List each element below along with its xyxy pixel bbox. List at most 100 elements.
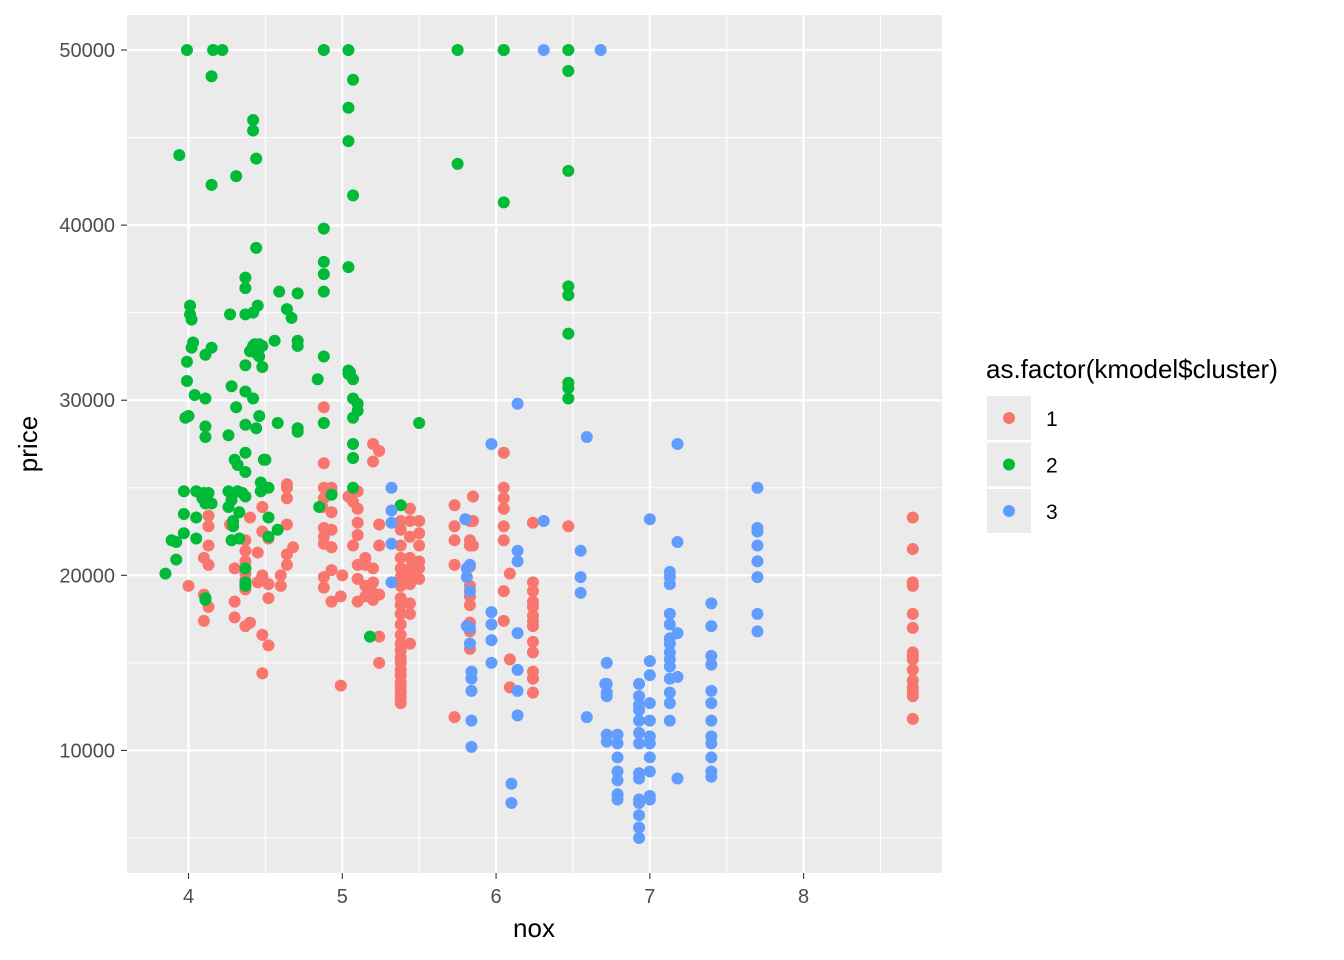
data-point [463,637,476,650]
data-point [497,614,510,627]
data-point [448,520,461,533]
x-tick-label: 8 [798,886,809,908]
data-point [413,572,426,585]
data-point [202,520,215,533]
data-point [317,416,330,429]
data-point [633,809,646,822]
data-point [268,334,281,347]
x-axis: 4 5 6 7 8 [183,873,809,908]
data-point [403,607,416,620]
data-point [451,44,464,57]
data-point [262,530,275,543]
data-point [460,571,473,584]
data-point [239,385,252,398]
legend-label: 2 [1046,455,1058,478]
data-point [373,539,386,552]
data-point [256,667,269,680]
data-point [663,714,676,727]
data-point [180,355,193,368]
data-point [291,287,304,300]
data-point [705,649,718,662]
data-point [317,581,330,594]
data-point [413,527,426,540]
data-point [511,709,524,722]
data-point [250,422,263,435]
data-point [317,401,330,414]
x-axis-title: nox [513,913,555,943]
data-point [643,714,656,727]
data-point [227,520,240,533]
data-point [394,562,407,575]
data-point [671,536,684,549]
data-point [611,765,624,778]
data-point [465,672,478,685]
data-point [394,539,407,552]
x-tick-label: 5 [337,886,348,908]
data-point [511,555,524,568]
data-point [497,534,510,547]
data-point [347,189,360,202]
data-point [274,579,287,592]
data-point [190,511,203,524]
data-point [751,525,764,538]
data-point [600,735,613,748]
data-point [202,539,215,552]
data-point [190,532,203,545]
legend: as.factor(kmodel$cluster) 1 2 3 [986,354,1278,533]
y-tick-label: 40000 [59,215,115,237]
data-point [526,646,539,659]
data-point [403,578,416,591]
data-point [394,628,407,641]
data-point [325,523,338,536]
data-point [170,553,183,566]
data-point [334,679,347,692]
data-point [403,551,416,564]
data-point [580,711,593,724]
data-point [485,606,498,619]
data-point [600,656,613,669]
data-point [463,558,476,571]
data-point [180,374,193,387]
data-point [224,308,237,321]
data-point [177,508,190,521]
data-point [705,737,718,750]
data-point [247,392,260,405]
data-point [239,466,252,479]
plot-panel [127,15,942,873]
data-point [394,523,407,536]
data-point [373,518,386,531]
data-point [205,70,218,83]
data-point [643,697,656,710]
data-point [663,578,676,591]
data-point [394,499,407,512]
data-point [247,124,260,137]
data-point [562,392,575,405]
data-point [526,576,539,589]
data-point [317,350,330,363]
data-point [271,416,284,429]
data-point [497,481,510,494]
data-point [394,637,407,650]
data-point [465,740,478,753]
data-point [182,579,195,592]
x-tick-label: 7 [644,886,655,908]
data-point [325,541,338,554]
data-point [633,677,646,690]
data-point [906,663,919,676]
data-point [643,513,656,526]
data-point [385,504,398,517]
data-point [413,539,426,552]
data-point [671,627,684,640]
data-point [239,579,252,592]
data-point [705,658,718,671]
data-point [394,579,407,592]
data-point [325,595,338,608]
data-point [394,607,407,620]
data-point [244,511,257,524]
data-point [187,336,200,349]
data-point [394,551,407,564]
data-point [317,44,330,57]
data-point [342,44,355,57]
data-point [233,532,246,545]
data-point [643,765,656,778]
